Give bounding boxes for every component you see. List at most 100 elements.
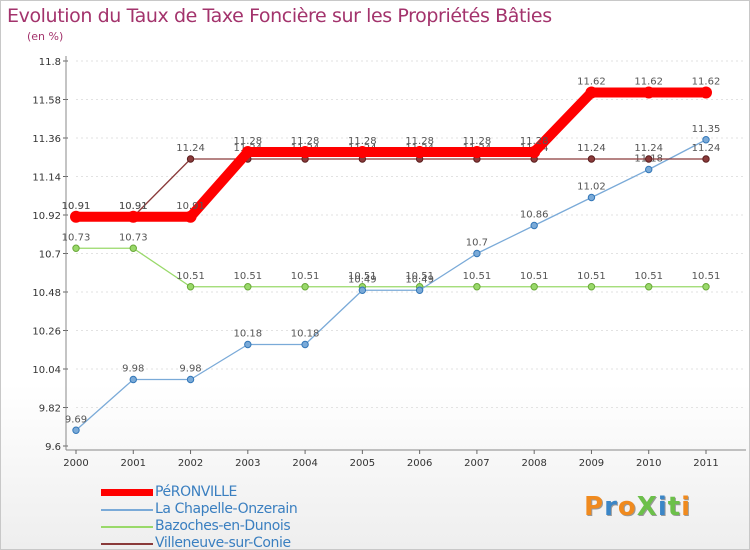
data-label-villeneuve-sur-conie: 11.24 bbox=[634, 143, 663, 154]
data-label-bazoches-en-dunois: 10.51 bbox=[176, 271, 205, 282]
data-label-peronville: 10.91 bbox=[176, 201, 205, 212]
point-peronville bbox=[70, 210, 82, 223]
x-tick-label: 2010 bbox=[636, 458, 661, 469]
point-la-chapelle-onzerain bbox=[244, 340, 252, 349]
point-villeneuve-sur-conie bbox=[587, 155, 596, 163]
data-label-bazoches-en-dunois: 10.73 bbox=[119, 232, 148, 243]
point-bazoches-en-dunois bbox=[72, 244, 80, 252]
data-label-la-chapelle-onzerain: 10.49 bbox=[348, 274, 377, 285]
x-tick-label: 2001 bbox=[121, 458, 146, 469]
point-la-chapelle-onzerain bbox=[473, 249, 481, 258]
data-label-la-chapelle-onzerain: 10.18 bbox=[291, 329, 320, 340]
point-bazoches-en-dunois bbox=[244, 283, 252, 291]
y-tick-label: 10.04 bbox=[32, 365, 61, 376]
series-line-peronville bbox=[71, 87, 711, 222]
point-la-chapelle-onzerain bbox=[129, 375, 137, 384]
legend-swatch-peronville bbox=[101, 489, 153, 496]
point-peronville bbox=[127, 210, 140, 223]
point-peronville bbox=[413, 146, 426, 158]
logo-letter: i bbox=[657, 492, 668, 522]
data-label-bazoches-en-dunois: 10.51 bbox=[291, 271, 320, 282]
y-tick-label: 9.82 bbox=[39, 404, 61, 415]
x-tick-label: 2002 bbox=[178, 458, 203, 469]
point-peronville bbox=[241, 146, 254, 158]
y-tick-label: 10.48 bbox=[32, 288, 61, 299]
point-la-chapelle-onzerain bbox=[702, 136, 710, 144]
data-label-peronville: 11.62 bbox=[634, 77, 663, 88]
x-tick-label: 2011 bbox=[693, 458, 718, 469]
data-label-bazoches-en-dunois: 10.73 bbox=[62, 232, 91, 243]
data-label-bazoches-en-dunois: 10.51 bbox=[463, 271, 492, 282]
legend-swatch-bazoches-en-dunois bbox=[101, 526, 153, 528]
data-label-bazoches-en-dunois: 10.51 bbox=[520, 271, 549, 282]
point-peronville bbox=[585, 86, 598, 99]
data-label-villeneuve-sur-conie: 11.24 bbox=[577, 143, 606, 154]
y-tick-label: 10.26 bbox=[32, 327, 61, 338]
y-tick-label: 10.7 bbox=[39, 250, 61, 261]
data-label-la-chapelle-onzerain: 11.02 bbox=[577, 182, 606, 193]
point-peronville bbox=[528, 146, 541, 158]
data-label-peronville: 11.28 bbox=[233, 136, 262, 147]
data-label-villeneuve-sur-conie: 10.91 bbox=[62, 201, 91, 212]
point-la-chapelle-onzerain bbox=[301, 340, 309, 349]
chart-title: Evolution du Taux de Taxe Foncière sur l… bbox=[7, 5, 552, 27]
point-villeneuve-sur-conie bbox=[645, 155, 653, 163]
point-la-chapelle-onzerain bbox=[530, 221, 538, 230]
point-peronville bbox=[642, 86, 655, 99]
data-label-la-chapelle-onzerain: 10.18 bbox=[233, 329, 262, 340]
data-label-la-chapelle-onzerain: 10.86 bbox=[520, 210, 549, 221]
data-label-bazoches-en-dunois: 10.51 bbox=[348, 271, 377, 282]
logo-letter: X bbox=[636, 492, 658, 522]
legend-label-peronville: PéRONVILLE bbox=[155, 484, 237, 500]
data-label-peronville: 11.62 bbox=[577, 77, 606, 88]
data-label-peronville: 11.28 bbox=[291, 136, 320, 147]
point-villeneuve-sur-conie bbox=[186, 155, 195, 163]
logo-letter: o bbox=[617, 492, 637, 522]
point-bazoches-en-dunois bbox=[186, 283, 195, 291]
point-la-chapelle-onzerain bbox=[72, 426, 80, 434]
point-peronville bbox=[299, 146, 312, 158]
data-label-peronville: 11.28 bbox=[405, 136, 434, 147]
data-label-peronville: 10.91 bbox=[119, 201, 148, 212]
data-label-peronville: 11.28 bbox=[463, 136, 492, 147]
logo-letter: r bbox=[604, 492, 618, 522]
point-bazoches-en-dunois bbox=[587, 283, 596, 291]
data-label-bazoches-en-dunois: 10.51 bbox=[405, 271, 434, 282]
y-axis-unit: (en %) bbox=[27, 30, 64, 43]
point-la-chapelle-onzerain bbox=[645, 165, 653, 174]
point-bazoches-en-dunois bbox=[645, 283, 653, 291]
point-la-chapelle-onzerain bbox=[587, 193, 596, 202]
data-label-peronville: 11.28 bbox=[348, 136, 377, 147]
x-tick-label: 2000 bbox=[63, 458, 88, 469]
data-label-villeneuve-sur-conie: 11.24 bbox=[692, 143, 721, 154]
y-tick-label: 11.36 bbox=[32, 134, 61, 145]
x-tick-label: 2009 bbox=[579, 458, 604, 469]
legend-swatch-villeneuve-sur-conie bbox=[101, 543, 153, 545]
point-bazoches-en-dunois bbox=[702, 283, 710, 291]
data-label-bazoches-en-dunois: 10.51 bbox=[634, 271, 663, 282]
y-tick-label: 11.14 bbox=[32, 173, 61, 184]
point-peronville bbox=[356, 146, 369, 158]
logo-letter: t bbox=[667, 492, 682, 522]
point-peronville bbox=[700, 86, 712, 99]
data-label-bazoches-en-dunois: 10.51 bbox=[577, 271, 606, 282]
point-villeneuve-sur-conie bbox=[702, 155, 710, 163]
data-label-la-chapelle-onzerain: 10.49 bbox=[405, 274, 434, 285]
point-la-chapelle-onzerain bbox=[186, 375, 195, 384]
x-tick-label: 2008 bbox=[521, 458, 546, 469]
series-line-villeneuve-sur-conie bbox=[75, 158, 707, 218]
y-tick-label: 9.6 bbox=[45, 442, 61, 453]
data-label-la-chapelle-onzerain: 9.98 bbox=[122, 364, 144, 375]
y-tick-label: 11.8 bbox=[39, 57, 61, 68]
x-tick-label: 2004 bbox=[292, 458, 317, 469]
data-label-la-chapelle-onzerain: 9.69 bbox=[65, 414, 87, 425]
point-la-chapelle-onzerain bbox=[415, 286, 424, 294]
legend-label-la-chapelle-onzerain: La Chapelle-Onzerain bbox=[155, 501, 298, 517]
data-label-la-chapelle-onzerain: 11.35 bbox=[692, 124, 721, 135]
data-label-bazoches-en-dunois: 10.51 bbox=[692, 271, 721, 282]
legend-label-bazoches-en-dunois: Bazoches-en-Dunois bbox=[155, 518, 291, 534]
y-tick-label: 10.92 bbox=[32, 211, 61, 222]
legend-swatch-la-chapelle-onzerain bbox=[101, 509, 153, 511]
